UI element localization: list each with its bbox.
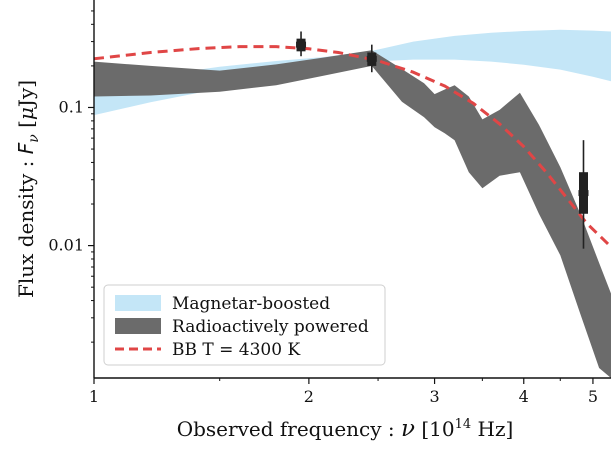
x-axis-label-prefix: Observed frequency : — [177, 417, 401, 441]
x-axis-label: Observed frequency : ν [1014 Hz] — [177, 416, 514, 442]
y-axis-label-sub: ν — [26, 134, 42, 143]
y-axis-label-unit-mu: μ — [14, 107, 38, 120]
y-axis-ticks: 0.1 0.01 — [48, 10, 94, 343]
data-lines — [94, 45, 611, 248]
legend-label-magnetar: Magnetar-boosted — [172, 294, 330, 314]
y-axis-label-unit-close: Jy] — [14, 80, 38, 109]
band-radioactively-powered — [94, 50, 611, 378]
plot-frame — [93, 0, 611, 379]
x-axis-label-symbol: ν — [401, 416, 415, 442]
x-tick-label: 5 — [588, 387, 598, 406]
x-axis-label-unit-open: [10 — [415, 417, 455, 441]
data-points — [296, 31, 589, 249]
data-point-marker — [366, 55, 377, 62]
legend-swatch-magnetar — [115, 295, 161, 311]
legend-swatch-radioactive — [115, 318, 161, 334]
x-tick-label: 2 — [304, 387, 314, 406]
data-point-marker — [578, 190, 589, 197]
line-bb-t-4300-k — [94, 45, 611, 248]
x-tick-label: 3 — [429, 387, 439, 406]
legend-label-blackbody: BB T = 4300 K — [172, 340, 300, 360]
data-point-marker — [296, 41, 307, 48]
x-axis-label-unit-close: Hz] — [471, 417, 513, 441]
y-axis-label-unit-open: [ — [14, 120, 38, 134]
y-axis-label-symbol: F — [14, 142, 38, 154]
x-axis-ticks: 1 2 3 4 5 — [89, 378, 598, 406]
y-tick-label: 0.1 — [59, 97, 84, 116]
y-axis-label-prefix: Flux density : — [14, 154, 38, 298]
band-magnetar-boosted — [94, 29, 611, 116]
legend-label-radioactive: Radioactively powered — [172, 317, 369, 337]
x-tick-label: 1 — [89, 387, 99, 406]
data-bands — [94, 29, 611, 378]
x-tick-label: 4 — [519, 387, 529, 406]
legend-frame — [103, 284, 386, 366]
y-axis-label: Flux density : Fν [μJy] — [14, 80, 42, 298]
legend: Magnetar-boosted Radioactively powered B… — [103, 284, 386, 366]
x-axis-label-unit-exp: 14 — [455, 417, 472, 432]
y-tick-label: 0.01 — [48, 236, 84, 255]
